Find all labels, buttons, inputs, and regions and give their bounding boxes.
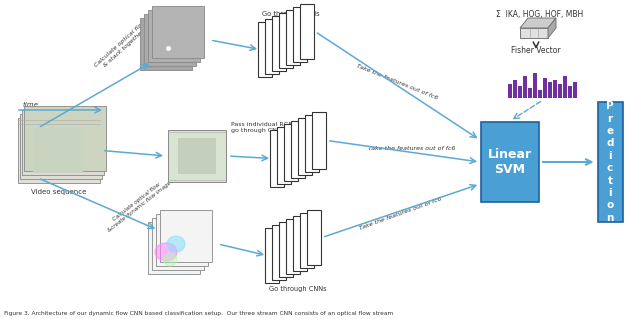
Bar xyxy=(168,130,226,182)
Bar xyxy=(148,10,200,62)
Bar xyxy=(33,128,83,173)
Bar xyxy=(558,84,562,98)
Polygon shape xyxy=(548,18,556,38)
Bar xyxy=(272,225,286,280)
Bar xyxy=(279,13,293,68)
Text: Calculate optical flow
&create dynamic flow image: Calculate optical flow &create dynamic f… xyxy=(104,175,172,233)
Bar xyxy=(144,14,196,66)
Bar xyxy=(518,86,522,98)
Bar xyxy=(307,210,321,265)
Bar xyxy=(265,19,279,74)
Polygon shape xyxy=(520,18,556,28)
Bar xyxy=(481,122,539,202)
Polygon shape xyxy=(167,236,185,252)
Bar xyxy=(533,73,537,98)
Text: Figure 3. Architecture of our dynamic flow CNN based classification setup.  Our : Figure 3. Architecture of our dynamic fl… xyxy=(4,310,393,315)
Bar xyxy=(22,110,104,175)
Bar xyxy=(293,7,307,62)
Bar xyxy=(300,213,314,268)
Text: Calculate optical flow
& stack together: Calculate optical flow & stack together xyxy=(93,19,150,73)
Bar xyxy=(305,115,319,172)
Bar xyxy=(152,218,204,270)
Text: Σ  IKA, HOG, HOF, MBH: Σ IKA, HOG, HOF, MBH xyxy=(497,10,584,19)
Bar xyxy=(291,121,305,178)
Bar xyxy=(528,88,532,98)
Text: time: time xyxy=(23,102,39,108)
Bar xyxy=(312,112,326,169)
Bar xyxy=(277,127,291,184)
Bar xyxy=(152,6,204,58)
Text: Linear
SVM: Linear SVM xyxy=(488,148,532,176)
Bar xyxy=(543,78,547,98)
Bar xyxy=(523,76,527,98)
Bar xyxy=(178,138,216,174)
Text: Go through CNNs: Go through CNNs xyxy=(262,11,320,17)
Bar xyxy=(279,222,293,277)
Bar xyxy=(538,90,542,98)
Bar xyxy=(270,130,284,187)
Bar xyxy=(272,16,286,71)
Bar xyxy=(513,80,517,98)
Bar xyxy=(300,4,314,59)
Bar xyxy=(293,216,307,271)
Polygon shape xyxy=(163,254,177,266)
Text: Take the features out of fc6: Take the features out of fc6 xyxy=(356,63,439,100)
Bar xyxy=(298,118,312,175)
Bar xyxy=(508,84,512,98)
Bar xyxy=(24,106,106,171)
Text: Take the features out of fc6: Take the features out of fc6 xyxy=(359,197,443,231)
Bar xyxy=(156,214,208,266)
Polygon shape xyxy=(155,243,177,261)
Bar xyxy=(265,228,279,283)
Text: Fisher Vector: Fisher Vector xyxy=(511,46,561,55)
Bar xyxy=(286,10,300,65)
Polygon shape xyxy=(520,28,548,38)
Bar xyxy=(140,18,192,70)
Text: Video sequence: Video sequence xyxy=(31,189,86,195)
Text: Take the features out of fc6: Take the features out of fc6 xyxy=(368,146,455,151)
Bar xyxy=(548,82,552,98)
Bar xyxy=(148,222,200,274)
Bar xyxy=(568,86,572,98)
Bar xyxy=(563,76,567,98)
Bar xyxy=(553,80,557,98)
Text: Go through CNNs: Go through CNNs xyxy=(269,286,327,292)
Bar xyxy=(160,210,212,262)
Bar xyxy=(258,22,272,77)
Bar xyxy=(573,82,577,98)
Text: P
r
e
d
i
c
t
i
o
n: P r e d i c t i o n xyxy=(606,101,614,223)
Bar xyxy=(284,124,298,181)
Bar xyxy=(20,114,102,179)
Text: Pass individual RGB frames to
go through CNNs: Pass individual RGB frames to go through… xyxy=(231,122,325,133)
Bar xyxy=(598,102,623,222)
Bar xyxy=(18,118,100,183)
Bar xyxy=(286,219,300,274)
